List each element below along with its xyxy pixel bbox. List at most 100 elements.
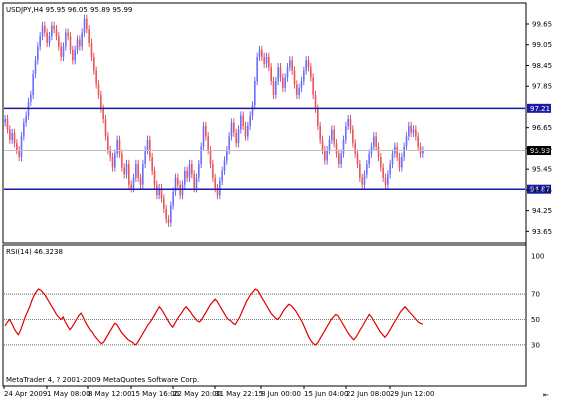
candle-body	[319, 125, 321, 140]
candle-body	[30, 94, 32, 102]
candle-body	[321, 139, 324, 151]
candle-body	[165, 208, 167, 220]
rsi-level-lines	[4, 293, 525, 346]
candle-body	[109, 150, 111, 158]
price-tick-label: 99.05	[532, 41, 552, 49]
candle-body	[405, 136, 408, 147]
candle-body	[188, 163, 191, 178]
time-tick-label: 22 May 20:00	[173, 390, 221, 398]
candle-body	[53, 25, 55, 30]
candle-body	[382, 167, 384, 178]
candle-body	[366, 163, 368, 175]
candle-body	[331, 129, 333, 140]
candle-body	[121, 153, 123, 168]
candle-body	[338, 153, 340, 164]
candle-body	[11, 132, 13, 140]
candle-body	[282, 77, 284, 88]
candle-body	[361, 177, 363, 185]
price-series	[4, 14, 424, 227]
candle-body	[291, 60, 293, 71]
candle-body	[114, 153, 116, 168]
time-tick-label: 22 Jun 08:00	[346, 390, 390, 398]
price-tick-label: 98.45	[532, 62, 552, 70]
candle-body	[198, 163, 200, 178]
candle-body	[256, 56, 258, 82]
candle-body	[261, 49, 263, 57]
candle-body	[118, 139, 121, 154]
candle-body	[254, 81, 256, 106]
time-tick-label: 29 Jun 12:00	[390, 390, 434, 398]
candle-body	[111, 157, 114, 168]
candle-body	[342, 139, 345, 154]
candle-body	[23, 122, 25, 137]
candle-body	[44, 25, 46, 33]
candle-body	[149, 139, 151, 158]
candle-body	[37, 46, 39, 61]
candle-body	[247, 125, 249, 137]
price-axis: 99.65 99.05 98.45 97.85 96.65 96.05 95.45 94.85…	[526, 21, 552, 236]
candle-body	[349, 119, 352, 130]
candle-body	[263, 56, 265, 64]
candle-body	[356, 153, 359, 164]
candle-body	[123, 167, 125, 175]
candle-body	[214, 177, 216, 189]
candle-body	[137, 163, 139, 178]
candle-body	[160, 188, 163, 199]
price-panel[interactable]	[2, 2, 527, 244]
candle-body	[90, 43, 93, 57]
price-tick-label: 96.65	[532, 124, 552, 132]
candle-body	[34, 60, 37, 75]
candle-body	[275, 81, 277, 95]
autoscroll-icon[interactable]: ⇤	[543, 391, 549, 399]
candle-body	[219, 181, 221, 196]
candle-body	[153, 170, 156, 185]
rsi-panel[interactable]	[2, 244, 527, 387]
candle-body	[95, 70, 97, 85]
price-tick-label: 94.85	[532, 186, 552, 194]
candle-body	[387, 174, 389, 185]
candle-body	[132, 177, 135, 189]
candle-body	[62, 46, 65, 57]
candle-body	[48, 36, 51, 44]
candle-body	[60, 46, 62, 57]
price-tick-label: 96.05	[532, 145, 552, 153]
time-tick-label: 1 May 08:00	[47, 390, 91, 398]
candle-body	[233, 122, 235, 133]
rsi-tick-label: 70	[531, 291, 540, 299]
copyright-text: MetaTrader 4, ? 2001-2009 MetaQuotes Sof…	[6, 376, 199, 384]
candle-body	[359, 163, 361, 178]
candle-body	[144, 150, 146, 164]
candle-body	[9, 129, 11, 140]
candle-body	[298, 87, 300, 95]
candle-body	[100, 94, 102, 109]
candle-body	[293, 70, 296, 85]
candle-body	[135, 163, 137, 178]
candle-body	[422, 150, 424, 154]
candle-body	[373, 136, 375, 147]
rsi-tick-label: 100	[531, 253, 544, 261]
horizontal-lines[interactable]: 97.21 94.87 95.99	[4, 103, 551, 194]
candle-body	[396, 146, 398, 158]
price-tick-label: 94.25	[532, 207, 552, 215]
rsi-tick-label: 50	[531, 316, 540, 324]
candle-body	[417, 136, 419, 147]
candle-body	[328, 139, 331, 151]
candle-body	[174, 177, 177, 192]
candle-body	[340, 153, 342, 164]
candle-body	[375, 136, 377, 147]
candle-body	[202, 125, 205, 147]
hline-price-tag	[527, 103, 551, 113]
candle-body	[18, 150, 20, 158]
hline-price-label: 94.87	[530, 186, 550, 194]
candle-body	[212, 163, 214, 178]
candle-body	[216, 188, 219, 196]
time-axis: 24 Apr 2009 1 May 08:008 May 12:00 15 May …	[3, 386, 434, 398]
candle-body	[235, 132, 237, 144]
candle-body	[102, 108, 104, 120]
candle-body	[6, 119, 9, 130]
candle-body	[16, 143, 18, 151]
candle-body	[39, 36, 41, 47]
candle-body	[307, 60, 310, 68]
candle-body	[368, 153, 370, 164]
